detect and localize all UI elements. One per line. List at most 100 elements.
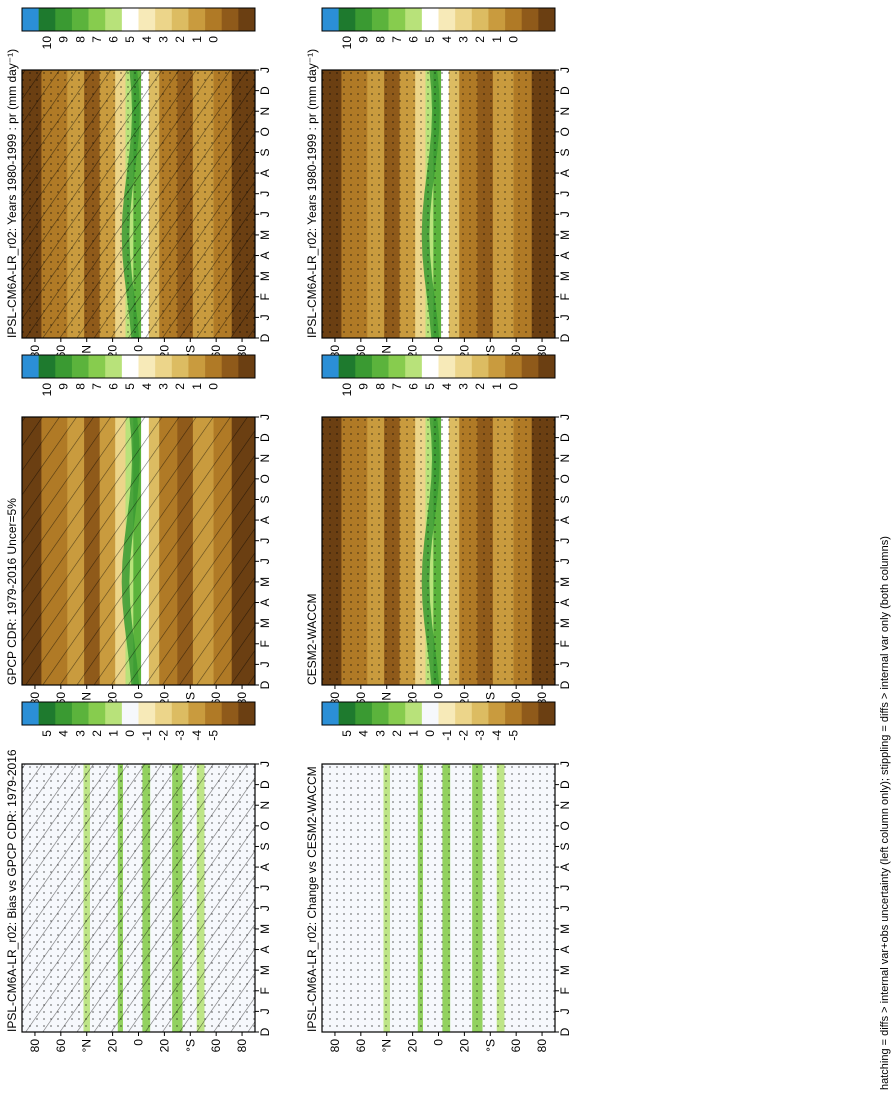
month-label: A <box>558 169 572 177</box>
month-label: M <box>258 924 272 934</box>
lat-label: °S <box>183 1039 197 1052</box>
colorbar-tick-label: 6 <box>107 36 121 43</box>
colorbar-frame <box>321 354 556 379</box>
colorbar-tick-label: 0 <box>206 36 220 43</box>
month-label: D <box>258 333 272 342</box>
month-label: J <box>258 211 272 217</box>
month-label: A <box>258 863 272 871</box>
colorbar-swatch <box>488 355 506 378</box>
colorbar-frame <box>21 701 256 726</box>
lat-label: 0 <box>432 345 446 352</box>
month-label: F <box>558 293 572 300</box>
month-label: J <box>258 761 272 767</box>
colorbar-swatch <box>471 355 489 378</box>
colorbar-swatch <box>388 702 406 725</box>
lat-label: 80 <box>235 1039 249 1053</box>
colorbar-swatch <box>171 8 189 31</box>
colorbar-tick-label: 0 <box>423 730 437 737</box>
month-label: J <box>258 885 272 891</box>
colorbar-swatch <box>405 355 423 378</box>
colorbar-tick-label: 7 <box>390 36 404 43</box>
lat-label: °S <box>483 1039 497 1052</box>
colorbar-tick-label: -4 <box>190 730 204 741</box>
colorbar-swatch <box>455 8 473 31</box>
colorbar-tick-label: 2 <box>90 730 104 737</box>
colorbar-swatch <box>55 355 73 378</box>
lat-label: 80 <box>535 1039 549 1053</box>
colorbar-swatch <box>88 355 106 378</box>
month-label: F <box>258 987 272 994</box>
month-label: J <box>558 885 572 891</box>
month-label: J <box>558 191 572 197</box>
colorbar-tick-label: 3 <box>156 36 170 43</box>
month-label: S <box>258 842 272 850</box>
stippling-overlay <box>322 764 555 1032</box>
colorbar-swatch <box>421 702 439 725</box>
colorbar-tick-label: 2 <box>390 730 404 737</box>
colorbar-tick-label: 2 <box>473 36 487 43</box>
colorbar-swatch <box>71 355 89 378</box>
month-label: O <box>558 474 572 483</box>
month-label: F <box>558 987 572 994</box>
colorbar-tick-label: 9 <box>57 36 71 43</box>
stippling-overlay <box>322 70 555 338</box>
colorbar-tick-label: 7 <box>390 383 404 390</box>
colorbar-swatch <box>188 702 206 725</box>
month-label: M <box>558 230 572 240</box>
colorbar-swatch <box>355 702 373 725</box>
stippling-overlay <box>322 417 555 685</box>
colorbar-swatch <box>438 8 456 31</box>
colorbar-swatch <box>405 8 423 31</box>
colorbar-tick-label: 5 <box>123 383 137 390</box>
colorbar-tick-label: -3 <box>173 730 187 741</box>
colorbar-tick-label: 0 <box>506 36 520 43</box>
colorbar-swatch <box>322 702 339 725</box>
month-label: A <box>258 169 272 177</box>
colorbar-tick-label: 9 <box>57 383 71 390</box>
colorbar-tick-label: -4 <box>490 730 504 741</box>
colorbar-tick-label: 0 <box>506 383 520 390</box>
month-label: J <box>558 211 572 217</box>
colorbar-swatch <box>371 355 389 378</box>
colorbar-swatch <box>388 8 406 31</box>
month-label: D <box>558 680 572 689</box>
colorbar-tick-label: 9 <box>357 36 371 43</box>
month-label: J <box>558 538 572 544</box>
month-label: D <box>258 1027 272 1036</box>
month-label: J <box>258 1008 272 1014</box>
month-label: D <box>258 780 272 789</box>
month-label: J <box>558 1008 572 1014</box>
colorbar-swatch <box>188 355 206 378</box>
month-label: D <box>558 1027 572 1036</box>
colorbar-swatch <box>538 8 556 31</box>
colorbar-swatch <box>471 8 489 31</box>
month-label: S <box>258 148 272 156</box>
month-label: M <box>558 577 572 587</box>
colorbar-tick-label: 3 <box>456 383 470 390</box>
colorbar-swatch <box>322 8 339 31</box>
colorbar-swatch <box>355 355 373 378</box>
colorbar-swatch <box>121 702 139 725</box>
panel-title: GPCP CDR: 1979-2016 Uncer=5% <box>5 498 19 685</box>
colorbar-swatch <box>171 702 189 725</box>
colorbar-swatch <box>88 702 106 725</box>
colorbar-tick-label: 5 <box>40 730 54 737</box>
colorbar-tick-label: 4 <box>440 36 454 43</box>
month-label: M <box>258 618 272 628</box>
colorbar-swatch <box>338 8 356 31</box>
colorbar-tick-label: 10 <box>40 36 54 50</box>
lat-label: 80 <box>328 1039 342 1053</box>
panel-title: IPSL-CM6A-LR_r02: Years 1980-1999 : pr (… <box>5 49 19 338</box>
colorbar-swatch <box>521 8 539 31</box>
colorbar-swatch <box>438 355 456 378</box>
month-label: A <box>558 599 572 607</box>
month-label: N <box>558 801 572 810</box>
lat-label: 0 <box>432 1039 446 1046</box>
colorbar-tick-label: 5 <box>340 730 354 737</box>
colorbar-swatch <box>205 355 223 378</box>
colorbar-tick-label: 1 <box>190 36 204 43</box>
